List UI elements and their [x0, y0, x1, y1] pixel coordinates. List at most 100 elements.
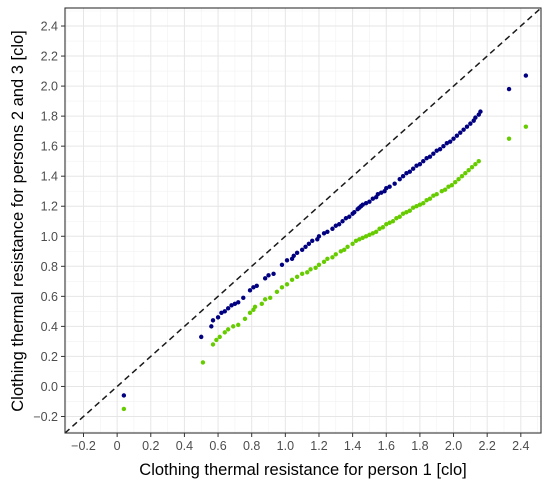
data-point	[464, 124, 470, 129]
data-point	[242, 316, 248, 322]
x-tick-label: 1.2	[310, 439, 327, 453]
x-tick-label: 0.4	[176, 439, 193, 453]
data-point	[431, 151, 436, 156]
y-tick-label: 1.6	[41, 140, 58, 154]
data-point	[410, 166, 416, 171]
data-point	[456, 177, 461, 182]
data-point	[330, 226, 335, 231]
x-tick-label: 2.2	[478, 439, 495, 453]
data-point	[121, 393, 127, 398]
data-point	[306, 241, 312, 246]
data-point	[284, 282, 290, 287]
data-point	[375, 192, 381, 197]
reference-line	[64, 7, 542, 434]
data-point	[367, 232, 372, 237]
y-tick-label: 2.0	[41, 80, 58, 94]
data-point	[232, 301, 238, 307]
data-point	[217, 334, 222, 340]
data-point	[219, 310, 224, 316]
data-points	[121, 73, 529, 412]
data-point	[342, 247, 347, 252]
y-tick-label: 1.0	[41, 230, 58, 244]
y-tick-label: −0.2	[33, 410, 58, 424]
data-point	[404, 170, 409, 176]
x-tick-label: 2.4	[512, 439, 529, 453]
y-tick-label: 1.4	[41, 170, 58, 184]
data-point	[453, 180, 458, 185]
data-point	[325, 229, 330, 234]
data-point	[360, 235, 365, 240]
data-point	[352, 210, 357, 215]
data-point	[407, 169, 413, 174]
data-point	[506, 136, 512, 141]
data-point	[392, 181, 397, 186]
data-point	[404, 210, 409, 215]
data-point	[252, 304, 258, 310]
x-tick-label: 0	[114, 439, 121, 453]
data-point	[343, 216, 349, 221]
data-point	[367, 199, 372, 204]
data-point	[345, 244, 350, 249]
axis-ticks: −0.2 −0.2 0 0.0 0.2 0.2 0.4 0.4 0.6 0.6 0.8 0.8 1.0 1…	[33, 20, 529, 453]
data-point	[468, 121, 473, 126]
data-point	[380, 225, 386, 230]
x-axis-title: Clothing thermal resistance for person 1…	[139, 461, 466, 479]
data-point	[353, 238, 359, 243]
y-tick-label: 0.8	[41, 260, 58, 274]
y-tick-label: 0.4	[41, 320, 58, 334]
data-point	[384, 186, 389, 191]
data-point	[291, 253, 296, 258]
data-point	[294, 274, 300, 280]
data-point	[247, 288, 253, 293]
data-point	[316, 262, 322, 268]
data-point	[506, 86, 512, 92]
data-point	[434, 148, 439, 153]
data-point	[459, 173, 465, 179]
data-point	[451, 136, 456, 141]
data-point	[289, 277, 295, 283]
plot-border	[64, 7, 542, 434]
y-tick-label: 2.2	[41, 50, 58, 64]
data-point	[373, 229, 379, 234]
data-point	[199, 334, 204, 340]
data-point	[210, 342, 216, 347]
data-point	[225, 306, 231, 311]
data-point	[387, 184, 392, 189]
data-point	[215, 315, 221, 320]
data-point	[394, 216, 399, 221]
data-point	[449, 183, 455, 188]
data-point	[400, 173, 406, 179]
data-point	[229, 303, 234, 308]
data-point	[121, 406, 127, 412]
data-point	[262, 276, 268, 281]
y-tick-label: 0.0	[41, 380, 58, 394]
data-point	[421, 201, 426, 206]
data-point	[434, 192, 439, 197]
data-point	[397, 177, 402, 182]
data-point	[230, 324, 236, 329]
data-point	[400, 211, 406, 216]
data-point	[330, 255, 335, 260]
data-point	[210, 318, 216, 323]
data-point	[427, 196, 433, 201]
data-point	[268, 295, 273, 301]
data-point	[200, 360, 206, 365]
data-point	[222, 330, 227, 335]
x-tick-label: 2.0	[445, 439, 462, 453]
data-point	[299, 271, 305, 277]
data-point	[247, 310, 253, 316]
data-point	[417, 202, 423, 207]
y-axis-title: Clothing thermal resistance for persons …	[9, 30, 27, 412]
data-point	[478, 109, 483, 114]
data-point	[458, 130, 463, 135]
data-point	[370, 231, 376, 236]
data-point	[463, 170, 468, 176]
data-point	[473, 115, 478, 120]
y-tick-label: 1.8	[41, 110, 58, 124]
data-point	[379, 190, 384, 195]
data-point	[294, 250, 300, 255]
data-point	[417, 161, 423, 167]
data-point	[461, 127, 466, 132]
data-point	[259, 301, 264, 307]
